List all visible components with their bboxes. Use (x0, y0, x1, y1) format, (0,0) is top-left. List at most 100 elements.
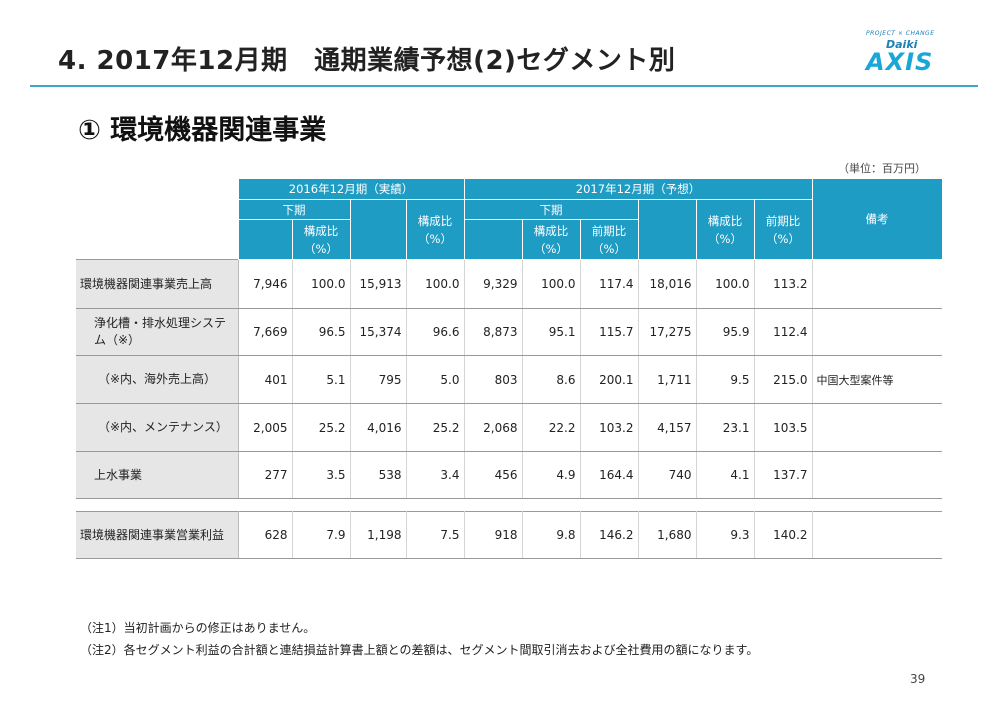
header-2017-h2-amount (463, 219, 523, 260)
cell: 15,913 (350, 259, 407, 309)
header-2017-full (637, 199, 697, 260)
header-2016-full (349, 199, 407, 260)
footnote-1: （注1）当初計画からの修正はありません。 (80, 621, 316, 635)
header-pct-label: （%） (592, 241, 626, 256)
row-label: （※内、海外売上高） (76, 355, 239, 404)
cell: 3.4 (406, 451, 465, 499)
table-row: 環境機器関連事業売上高 7,946 100.0 15,913 100.0 9,3… (76, 259, 942, 309)
cell: 918 (464, 511, 523, 559)
remark-cell (812, 403, 942, 452)
cell: 215.0 (754, 355, 813, 404)
cell: 7.9 (292, 511, 351, 559)
cell: 2,005 (238, 403, 293, 452)
remark-cell (812, 259, 942, 309)
header-ratio-label: 構成比 (417, 213, 453, 228)
cell: 7,669 (238, 308, 293, 356)
cell: 17,275 (638, 308, 697, 356)
table-spacer (76, 498, 942, 512)
cell: 200.1 (580, 355, 639, 404)
header-2016-h2-ratio: 構成比 （%） (291, 219, 351, 260)
cell: 9,329 (464, 259, 523, 309)
cell: 1,198 (350, 511, 407, 559)
row-label: 環境機器関連事業売上高 (76, 259, 239, 309)
header-2017-h2-ratio: 構成比 （%） (521, 219, 581, 260)
cell: 25.2 (406, 403, 465, 452)
cell: 456 (464, 451, 523, 499)
cell: 115.7 (580, 308, 639, 356)
footnote-2: （注2）各セグメント利益の合計額と連結損益計算書上額との差額は、セグメント間取引… (80, 643, 759, 657)
cell: 18,016 (638, 259, 697, 309)
header-ratio-label: 構成比 (533, 223, 569, 238)
row-label: （※内、メンテナンス） (76, 403, 239, 452)
cell: 8.6 (522, 355, 581, 404)
table-row: 浄化槽・排水処理システム（※） 7,669 96.5 15,374 96.6 8… (76, 308, 942, 356)
cell: 100.0 (406, 259, 465, 309)
cell: 9.3 (696, 511, 755, 559)
cell: 7,946 (238, 259, 293, 309)
header-2016-h2: 下期 (237, 199, 351, 220)
cell: 803 (464, 355, 523, 404)
header-yoy-label: 前期比 (765, 213, 801, 228)
cell: 164.4 (580, 451, 639, 499)
cell: 96.6 (406, 308, 465, 356)
unit-note: （単位：百万円） (838, 162, 926, 175)
remark-cell (812, 451, 942, 499)
remark-cell (812, 511, 942, 559)
page-number: 39 (910, 672, 926, 686)
cell: 117.4 (580, 259, 639, 309)
cell: 4.9 (522, 451, 581, 499)
row-label: 浄化槽・排水処理システム（※） (76, 308, 239, 356)
cell: 103.5 (754, 403, 813, 452)
cell: 100.0 (522, 259, 581, 309)
slide-title: 4. 2017年12月期 通期業績予想(2)セグメント別 (58, 46, 676, 76)
table-row: 上水事業 277 3.5 538 3.4 456 4.9 164.4 740 4… (76, 451, 942, 499)
header-2017: 2017年12月期（予想） (463, 178, 813, 200)
cell: 9.8 (522, 511, 581, 559)
cell: 795 (350, 355, 407, 404)
header-2017-h2-yoy: 前期比 （%） (579, 219, 639, 260)
header-remarks: 備考 (811, 178, 943, 260)
cell: 4,157 (638, 403, 697, 452)
cell: 538 (350, 451, 407, 499)
cell: 628 (238, 511, 293, 559)
remark-cell (812, 308, 942, 356)
cell: 9.5 (696, 355, 755, 404)
header-2016-ratio: 構成比 （%） (405, 199, 465, 260)
company-logo: PROJECT × CHANGE Daiki AXIS (858, 30, 968, 78)
cell: 401 (238, 355, 293, 404)
table-row: 環境機器関連事業営業利益 628 7.9 1,198 7.5 918 9.8 1… (76, 511, 942, 559)
header-ratio-label: 構成比 (707, 213, 743, 228)
header-pct-label: （%） (708, 231, 742, 246)
cell: 103.2 (580, 403, 639, 452)
cell: 4,016 (350, 403, 407, 452)
cell: 22.2 (522, 403, 581, 452)
header-2017-yoy: 前期比 （%） (753, 199, 813, 260)
cell: 4.1 (696, 451, 755, 499)
header-pct-label: （%） (766, 231, 800, 246)
header-yoy-label: 前期比 (591, 223, 627, 238)
row-label: 上水事業 (76, 451, 239, 499)
cell: 7.5 (406, 511, 465, 559)
cell: 740 (638, 451, 697, 499)
cell: 15,374 (350, 308, 407, 356)
header-2017-ratio: 構成比 （%） (695, 199, 755, 260)
cell: 95.1 (522, 308, 581, 356)
cell: 8,873 (464, 308, 523, 356)
header-2016-h2-amount (237, 219, 293, 260)
cell: 5.0 (406, 355, 465, 404)
header-pct-label: （%） (304, 241, 338, 256)
cell: 100.0 (696, 259, 755, 309)
logo-tagline: PROJECT × CHANGE (866, 30, 935, 37)
header-pct-label: （%） (418, 231, 452, 246)
cell: 137.7 (754, 451, 813, 499)
cell: 146.2 (580, 511, 639, 559)
segment-table: 2016年12月期（実績） 2017年12月期（予想） 備考 下期 構成比 （%）… (76, 178, 943, 559)
cell: 2,068 (464, 403, 523, 452)
title-rule (30, 85, 978, 87)
header-ratio-label: 構成比 (303, 223, 339, 238)
cell: 1,711 (638, 355, 697, 404)
cell: 100.0 (292, 259, 351, 309)
cell: 5.1 (292, 355, 351, 404)
cell: 23.1 (696, 403, 755, 452)
table-row: （※内、メンテナンス） 2,005 25.2 4,016 25.2 2,068 … (76, 403, 942, 452)
